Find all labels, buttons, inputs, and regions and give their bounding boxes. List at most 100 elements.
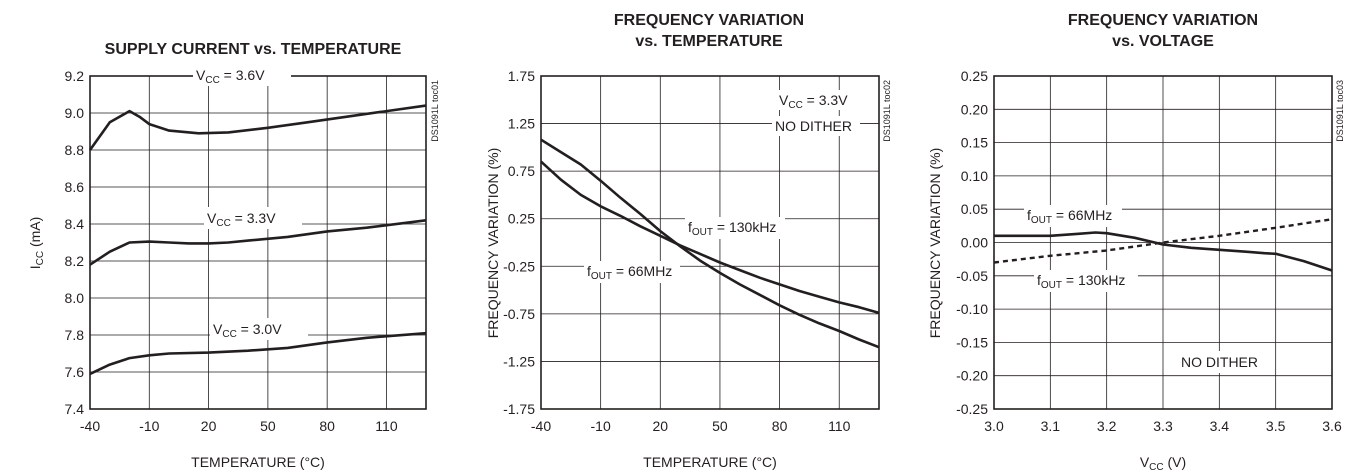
svg-text:fOUT = 130kHz: fOUT = 130kHz [1037,272,1125,291]
x-tick-label: 50 [260,418,276,434]
x-tick-label: 3.6 [1322,418,1342,434]
chart-1-annotation-vcc-3-6v: VCC = 3.6V [193,64,291,86]
chart-1-series [88,104,427,376]
svg-text:fOUT = 66MHz: fOUT = 66MHz [587,263,672,282]
chart-2-annotation-no-dither: NO DITHER [772,116,860,136]
y-tick-label: 0.00 [961,235,988,251]
y-tick-label: -0.25 [956,401,988,417]
y-tick-label: 0.20 [961,101,988,117]
series-line-1 [88,104,427,151]
y-tick-label: 8.4 [65,216,85,232]
y-tick-label: 7.6 [65,364,85,380]
series-line-3 [89,331,427,376]
series-line-2 [993,218,1333,264]
y-tick-label: -0.10 [956,301,988,317]
y-tick-label: 0.10 [961,168,988,184]
svg-text:fOUT = 66MHz: fOUT = 66MHz [1027,207,1112,226]
series-line-2 [540,160,880,315]
x-tick-label: 3.1 [1041,418,1061,434]
y-tick-label: 1.75 [508,68,535,84]
x-tick-label: 3.3 [1153,418,1173,434]
y-tick-label: 7.4 [65,401,85,417]
x-tick-label: 110 [375,418,398,434]
x-tick-label: 3.2 [1097,418,1117,434]
chart-2-title-line-2: vs. TEMPERATURE [635,33,783,50]
y-tick-label: 7.8 [65,327,85,343]
x-tick-label: -40 [531,418,551,434]
x-tick-label: 80 [319,418,335,434]
x-tick-label: 3.5 [1266,418,1286,434]
y-tick-label: 8.0 [65,290,85,306]
chart-supply-current: SUPPLY CURRENT vs. TEMPERATURE -40 -10 20 5… [27,41,440,470]
series-line-1 [994,231,1333,272]
x-tick-label: 3.4 [1210,418,1230,434]
x-tick-label: 20 [653,418,669,434]
chart-1-title: SUPPLY CURRENT vs. TEMPERATURE [105,41,402,58]
chart-2-plot-frame [540,75,880,410]
chart-2-title-line-1: FREQUENCY VARIATION [614,12,804,29]
y-tick-label: 8.2 [65,253,85,269]
chart-3-tick-labels: 3.0 3.1 3.2 3.3 3.4 3.5 3.6 -0.25 -0.20 -0.15 -0.1… [956,68,1342,434]
chart-1-x-axis-label: TEMPERATURE (°C) [191,454,325,470]
x-tick-label: -10 [591,418,611,434]
x-tick-label: 20 [201,418,217,434]
chart-3-plot-frame [993,75,1333,410]
svg-text:VCC = 3.3V: VCC = 3.3V [779,92,848,111]
chart-3-series [993,218,1333,272]
y-tick-label: 0.25 [961,68,988,84]
x-tick-label: 50 [712,418,728,434]
y-tick-label: -0.75 [503,306,535,322]
chart-1-annotation-vcc-3-0v: VCC = 3.0V [210,318,308,340]
chart-2-annotation-vcc: VCC = 3.3V [776,90,862,111]
chart-1-code: DS1091L toc01 [430,80,440,142]
chart-3-annotation-no-dither: NO DITHER [1177,351,1265,373]
y-tick-label: 0.25 [508,211,535,227]
chart-1-grid [89,75,426,410]
y-tick-label: -0.20 [956,368,988,384]
x-tick-label: 3.0 [984,418,1004,434]
chart-3-code: DS1091L toc03 [1335,80,1345,142]
y-tick-label: -1.75 [503,401,535,417]
x-tick-label: -40 [80,418,100,434]
y-tick-label: -0.05 [956,268,988,284]
svg-text:VCC = 3.6V: VCC = 3.6V [196,67,265,86]
chart-2-code: DS1091L toc02 [882,80,892,142]
chart-3-annotation-fout-66mhz: fOUT = 66MHz [1024,205,1122,227]
x-tick-label: 80 [772,418,788,434]
chart-3-y-axis-label: FREQUENCY VARIATION (%) [927,148,943,339]
svg-text:VCC = 3.3V: VCC = 3.3V [207,210,276,229]
y-tick-label: -0.25 [503,258,535,274]
y-tick-label: 0.15 [961,135,988,151]
y-tick-label: 9.2 [65,68,85,84]
chart-1-annotation-vcc-3-3v: VCC = 3.3V [204,207,302,229]
y-tick-label: -1.25 [503,353,535,369]
chart-2-annotation-fout-66mhz: fOUT = 66MHz [584,261,680,283]
y-tick-label: 8.8 [65,142,85,158]
chart-2-y-axis-label: FREQUENCY VARIATION (%) [485,148,501,339]
series-line-1 [540,138,880,349]
y-tick-label: 1.25 [508,116,535,132]
chart-3-annotation-fout-130khz: fOUT = 130kHz [1034,270,1138,292]
y-tick-label: -0.15 [956,334,988,350]
svg-text:VCC = 3.0V: VCC = 3.0V [213,321,282,340]
x-tick-label: 110 [828,418,851,434]
chart-2-series [540,138,880,349]
chart-1-y-axis-label: ICC (mA) [27,217,46,270]
x-tick-label: -10 [139,418,159,434]
y-tick-label: 9.0 [65,105,85,121]
y-tick-label: 8.6 [65,179,85,195]
chart-3-title-line-1: FREQUENCY VARIATION [1068,12,1258,29]
svg-text:NO DITHER: NO DITHER [775,118,852,134]
chart-2-tick-labels: -40 -10 20 50 80 110 -1.75 -1.25 -0.75 -0.25 0.25 0… [503,68,851,434]
svg-text:fOUT = 130kHz: fOUT = 130kHz [688,219,776,238]
chart-frequency-vs-voltage: FREQUENCY VARIATION vs. VOLTAGE 3.0 3.1 3.… [927,12,1345,471]
series-line-2 [89,219,427,266]
chart-2-x-axis-label: TEMPERATURE (°C) [643,454,777,470]
svg-text:NO DITHER: NO DITHER [1181,354,1258,370]
chart-2-annotation-fout-130khz: fOUT = 130kHz [685,217,785,239]
chart-3-title-line-2: vs. VOLTAGE [1112,33,1214,50]
chart-1-tick-labels: -40 -10 20 50 80 110 7.4 7.6 7.8 8.0 8.2 8.4 8.6 8.8 9… [65,68,398,434]
chart-frequency-vs-temperature: FREQUENCY VARIATION vs. TEMPERATURE -40-… [485,12,892,470]
chart-3-grid [993,75,1333,410]
